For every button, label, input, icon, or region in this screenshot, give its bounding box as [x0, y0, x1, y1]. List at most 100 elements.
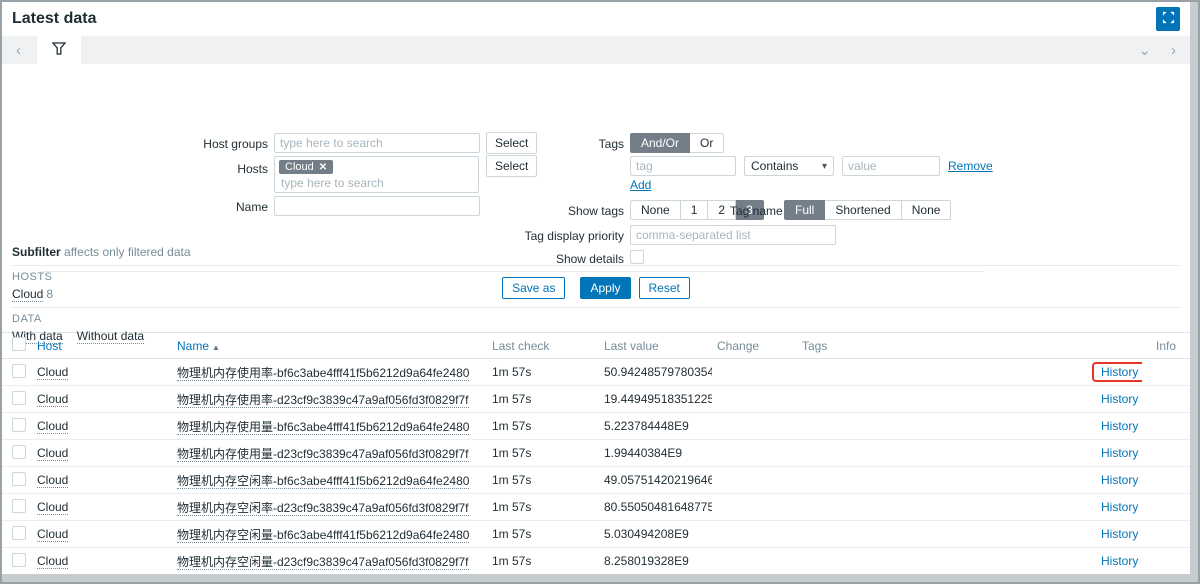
hosts-multiselect[interactable]: Cloud ✕ type here to search — [274, 156, 479, 193]
tag-name-shortened[interactable]: Shortened — [825, 200, 902, 220]
item-name-link[interactable]: 物理机内存空闲率-bf6c3abe4fff41f5b6212d9a64fe248… — [177, 473, 470, 489]
show-tags-none[interactable]: None — [630, 200, 681, 220]
table-row: Cloud 物理机内存使用率-d23cf9c3839c47a9af056fd3f… — [2, 385, 1190, 413]
select-all-checkbox[interactable] — [12, 337, 26, 351]
name-label: Name — [235, 200, 268, 214]
history-link[interactable]: History — [1101, 419, 1139, 433]
tag-value-input[interactable] — [842, 156, 940, 176]
host-link[interactable]: Cloud — [37, 419, 69, 434]
subfilter-host-link[interactable]: Cloud — [12, 287, 44, 302]
subfilter-title: Subfilter — [12, 245, 61, 259]
host-link[interactable]: Cloud — [37, 527, 69, 542]
history-link[interactable]: History — [1101, 392, 1139, 406]
change-cell — [712, 439, 797, 467]
tag-add-link[interactable]: Add — [630, 178, 652, 192]
tags-cell — [797, 493, 1087, 521]
host-link[interactable]: Cloud — [37, 392, 69, 407]
row-checkbox[interactable] — [12, 552, 26, 567]
change-cell — [712, 385, 797, 413]
tags-label: Tags — [598, 137, 624, 151]
history-link[interactable]: History — [1101, 473, 1139, 487]
table-row: Cloud 物理机内存空闲率-bf6c3abe4fff41f5b6212d9a6… — [2, 466, 1190, 494]
collapse-filter-icon[interactable]: ⌄ — [1138, 41, 1151, 59]
last-check-cell: 1m 57s — [487, 520, 599, 548]
reset-button[interactable]: Reset — [638, 277, 690, 299]
apply-button[interactable]: Apply — [580, 277, 631, 299]
tag-display-priority-label: Tag display priority — [524, 229, 624, 243]
row-checkbox[interactable] — [12, 417, 26, 432]
tag-condition-select[interactable]: Contains ▾ — [744, 156, 834, 176]
fullscreen-button[interactable] — [1156, 7, 1180, 31]
row-checkbox[interactable] — [12, 444, 26, 459]
host-groups-label: Host groups — [203, 137, 268, 151]
row-checkbox[interactable] — [12, 363, 26, 378]
tag-name-none[interactable]: None — [901, 200, 952, 220]
item-name-link[interactable]: 物理机内存使用率-d23cf9c3839c47a9af056fd3f0829f7… — [177, 392, 469, 408]
tag-display-priority-input[interactable] — [630, 225, 836, 245]
history-link[interactable]: History — [1101, 365, 1139, 379]
host-link[interactable]: Cloud — [37, 500, 69, 515]
show-tags-2[interactable]: 2 — [708, 200, 737, 220]
show-tags-3[interactable]: 3 — [736, 200, 764, 220]
tag-remove-link[interactable]: Remove — [948, 159, 993, 173]
tag-name-full[interactable]: Full — [784, 200, 826, 220]
item-name-link[interactable]: 物理机内存空闲量-d23cf9c3839c47a9af056fd3f0829f7… — [177, 554, 469, 570]
last-check-cell: 1m 57s — [487, 493, 599, 521]
row-checkbox[interactable] — [12, 390, 26, 405]
hosts-select-button[interactable]: Select — [486, 155, 538, 177]
history-link[interactable]: History — [1101, 446, 1139, 460]
tags-operator-andor[interactable]: And/Or — [630, 133, 691, 153]
item-name-link[interactable]: 物理机内存使用率-bf6c3abe4fff41f5b6212d9a64fe248… — [177, 365, 470, 381]
tags-cell — [797, 466, 1087, 494]
info-cell — [1142, 466, 1190, 494]
host-groups-select-button[interactable]: Select — [486, 132, 538, 154]
history-link-wrap: History — [1092, 362, 1142, 382]
row-checkbox[interactable] — [12, 498, 26, 513]
last-value-cell: 80.55050481648775 — [599, 493, 712, 521]
history-link-wrap: History — [1092, 524, 1142, 544]
row-checkbox[interactable] — [12, 525, 26, 540]
filter-tab[interactable] — [37, 36, 81, 64]
save-as-button[interactable]: Save as — [502, 277, 566, 299]
history-link[interactable]: History — [1101, 554, 1139, 568]
info-cell — [1142, 439, 1190, 467]
subfilter-hosts-block: HOSTS Cloud 8 — [12, 266, 1180, 308]
show-details-checkbox[interactable] — [630, 250, 644, 264]
info-column-header: Info — [1142, 332, 1190, 359]
host-column-header[interactable]: Host — [37, 338, 62, 353]
host-groups-input[interactable] — [274, 133, 480, 153]
last-check-cell: 1m 57s — [487, 466, 599, 494]
subfilter-data-heading: DATA — [12, 313, 42, 325]
tag-name-input[interactable] — [630, 156, 736, 176]
tag-name-mode-group: Full Shortened None — [784, 200, 952, 220]
name-column-header[interactable]: Name — [177, 338, 210, 353]
filter-funnel-icon — [51, 42, 67, 58]
fullscreen-icon — [1162, 11, 1175, 27]
next-page-icon[interactable]: › — [1171, 41, 1176, 59]
item-name-link[interactable]: 物理机内存使用量-bf6c3abe4fff41f5b6212d9a64fe248… — [177, 419, 470, 435]
subfilter-without-data-link[interactable]: Without data — [76, 329, 145, 344]
host-link[interactable]: Cloud — [37, 554, 69, 569]
history-link[interactable]: History — [1101, 527, 1139, 541]
row-checkbox[interactable] — [12, 471, 26, 486]
history-link[interactable]: History — [1101, 500, 1139, 514]
collapse-left-icon[interactable]: ‹ — [16, 41, 21, 59]
table-row: Cloud 物理机内存空闲率-d23cf9c3839c47a9af056fd3f… — [2, 493, 1190, 521]
subfilter-hosts-heading: HOSTS — [12, 271, 53, 283]
show-tags-1[interactable]: 1 — [680, 200, 709, 220]
host-link[interactable]: Cloud — [37, 365, 69, 380]
change-cell — [712, 466, 797, 494]
item-name-link[interactable]: 物理机内存空闲量-bf6c3abe4fff41f5b6212d9a64fe248… — [177, 527, 470, 543]
host-link[interactable]: Cloud — [37, 446, 69, 461]
table-row: Cloud 物理机内存空闲量-bf6c3abe4fff41f5b6212d9a6… — [2, 520, 1190, 548]
chip-close-icon[interactable]: ✕ — [318, 161, 328, 173]
tags-operator-or[interactable]: Or — [690, 133, 725, 153]
item-name-link[interactable]: 物理机内存使用量-d23cf9c3839c47a9af056fd3f0829f7… — [177, 446, 469, 462]
last-value-cell: 5.223784448E9 — [599, 412, 712, 440]
table-row: Cloud 物理机内存使用率-bf6c3abe4fff41f5b6212d9a6… — [2, 358, 1190, 386]
host-link[interactable]: Cloud — [37, 473, 69, 488]
item-name-link[interactable]: 物理机内存空闲率-d23cf9c3839c47a9af056fd3f0829f7… — [177, 500, 469, 516]
last-value-cell: 50.94248579780354 — [599, 358, 712, 386]
name-input[interactable] — [274, 196, 480, 216]
table-row: Cloud 物理机内存使用量-bf6c3abe4fff41f5b6212d9a6… — [2, 412, 1190, 440]
